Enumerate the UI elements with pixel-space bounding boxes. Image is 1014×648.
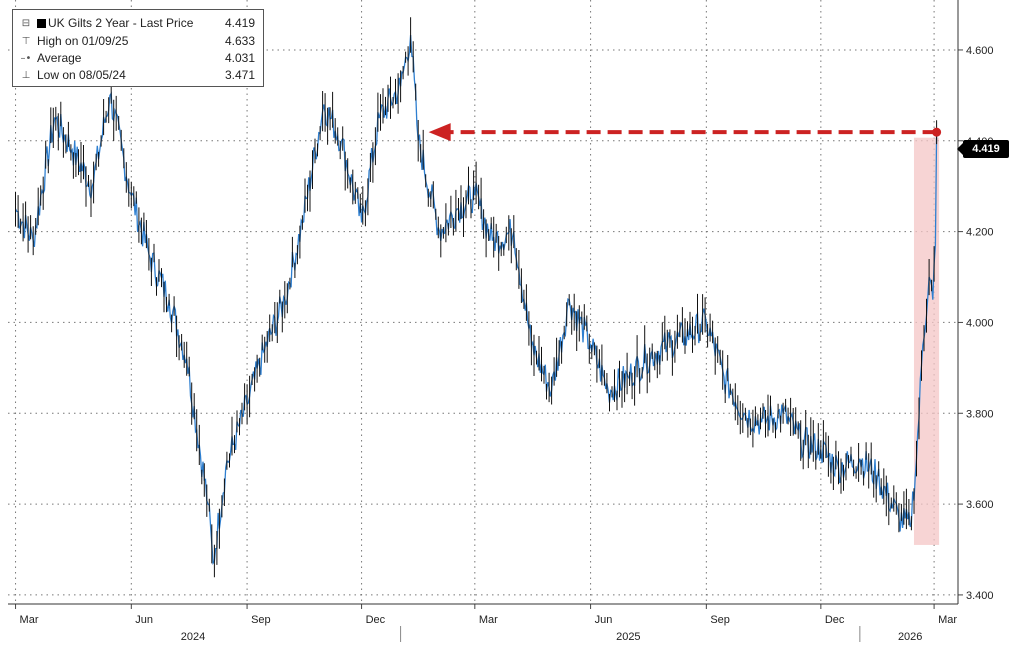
legend-row-low: ⊥ Low on 08/05/24 3.471 — [19, 68, 255, 83]
series-layer — [14, 17, 938, 578]
highlight-band — [913, 137, 940, 545]
y-tick-label: 3.600 — [966, 499, 994, 511]
legend-row-high: ⊤ High on 01/09/25 4.633 — [19, 34, 255, 49]
x-year-label: 2024 — [181, 631, 205, 643]
legend-row-last-price: ⊟ UK Gilts 2 Year - Last Price 4.419 — [19, 16, 255, 31]
x-tick-label: Dec — [825, 614, 845, 626]
x-tick-label: Dec — [366, 614, 386, 626]
x-tick-label: Mar — [938, 614, 957, 626]
legend-label: UK Gilts 2 Year - Last Price — [48, 16, 194, 30]
y-tick-label: 4.000 — [966, 317, 994, 329]
axes — [8, 0, 963, 642]
x-tick-label: Sep — [251, 614, 271, 626]
legend-label: High on 01/09/25 — [37, 34, 129, 48]
x-year-label: 2026 — [898, 631, 922, 643]
y-tick-label: 3.800 — [966, 408, 994, 420]
series-candles — [15, 17, 938, 578]
last-price-badge: 4.419 — [957, 140, 1009, 158]
legend-label: Low on 08/05/24 — [37, 68, 126, 82]
x-tick-label: Mar — [20, 614, 39, 626]
arrow-layer — [428, 123, 942, 142]
x-tick-label: Sep — [710, 614, 730, 626]
y-tick-label: 4.600 — [966, 45, 994, 57]
legend-row-average: –• Average 4.031 — [19, 51, 255, 66]
x-tick-label: Mar — [479, 614, 498, 626]
legend-label: Average — [37, 51, 82, 65]
legend-value: 4.419 — [224, 16, 255, 30]
x-axis-labels: Mar Jun Sep Dec Mar Jun Sep Dec Mar 2024 2025 2026 — [20, 614, 958, 643]
annotation-arrow-head — [428, 123, 451, 142]
legend-value: 4.633 — [224, 34, 255, 48]
x-tick-label: Jun — [595, 614, 613, 626]
legend: ⊟ UK Gilts 2 Year - Last Price 4.419 ⊤ H… — [12, 9, 264, 87]
highlight-layer — [913, 137, 940, 545]
high-marker-icon: ⊤ — [21, 36, 31, 47]
annotation-point — [932, 127, 942, 137]
grid — [8, 0, 958, 604]
square-icon — [37, 19, 46, 28]
low-marker-icon: ⊥ — [21, 70, 31, 81]
average-marker-icon: –• — [20, 53, 32, 64]
collapse-icon[interactable]: ⊟ — [21, 18, 31, 29]
y-tick-label: 3.400 — [966, 590, 994, 602]
y-tick-label: 4.200 — [966, 227, 994, 239]
legend-value: 3.471 — [224, 68, 255, 82]
x-tick-label: Jun — [135, 614, 153, 626]
x-year-label: 2025 — [616, 631, 640, 643]
series-line — [14, 34, 938, 566]
legend-value: 4.031 — [224, 51, 255, 65]
